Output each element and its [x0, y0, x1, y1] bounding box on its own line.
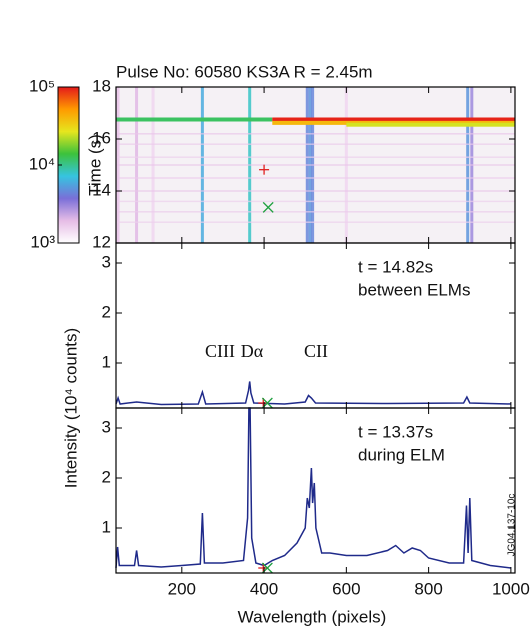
spectrum-line: [115, 407, 511, 569]
annotation: t = 13.37s: [358, 422, 433, 441]
y-tick-label: 2: [102, 302, 111, 321]
chart-title: Pulse No: 60580 KS3A R = 2.45m: [116, 62, 373, 81]
x-tick-label: 800: [414, 579, 442, 598]
marker-stroke: [262, 201, 274, 213]
heatmap-streak: [116, 143, 515, 145]
heatmap-streak: [346, 122, 515, 127]
y-tick-label: 16: [92, 128, 111, 147]
x-axis-label: Wavelength (pixels): [238, 607, 387, 626]
x-tick-label: 200: [168, 579, 196, 598]
heatmap-streak: [272, 117, 515, 122]
y-tick-label: 18: [92, 76, 111, 95]
y-axis-label: Time (s): [85, 134, 104, 196]
heatmap-streak: [116, 156, 515, 158]
peak-label: Dα: [241, 341, 264, 361]
heatmap-streak: [116, 200, 515, 203]
marker-plus: [259, 164, 270, 175]
heatmap-streak: [116, 221, 515, 223]
peak-label: CIII: [205, 341, 235, 361]
watermark: JG04.137-10c: [507, 494, 518, 557]
x-tick-label: 1000: [492, 579, 530, 598]
heatmap: [116, 87, 515, 243]
y-tick-label: 12: [92, 232, 111, 251]
heatmap-streak: [116, 133, 515, 135]
y-tick-label: 14: [92, 180, 111, 199]
colorbar-tick-label: 10⁴: [29, 154, 55, 173]
y-tick-label: 1: [102, 517, 111, 536]
heatmap-streak: [116, 190, 515, 192]
y-tick-label: 2: [102, 467, 111, 486]
colorbar-tick-label: 10⁵: [29, 76, 55, 95]
x-tick-label: 400: [250, 579, 278, 598]
marker-cross: [262, 201, 274, 213]
annotation: between ELMs: [358, 280, 470, 299]
heatmap-streak: [116, 164, 515, 166]
colorbar-tick-label: 10³: [30, 232, 55, 251]
y-tick-label: 1: [102, 352, 111, 371]
panel-frame: [115, 242, 516, 409]
peak-label: CII: [304, 341, 328, 361]
heatmap-streak: [116, 177, 515, 179]
annotation: during ELM: [358, 445, 445, 464]
annotation: t = 14.82s: [358, 257, 433, 276]
y-tick-label: 3: [102, 417, 111, 436]
panel-frame: [115, 407, 516, 574]
heatmap-streak: [116, 211, 515, 213]
y-tick-label: 3: [102, 252, 111, 271]
x-tick-label: 600: [332, 579, 360, 598]
heatmap-streak: [116, 117, 273, 122]
y-axis-label: Intensity (10⁴ counts): [61, 328, 80, 488]
spectrum-line: [115, 381, 511, 406]
